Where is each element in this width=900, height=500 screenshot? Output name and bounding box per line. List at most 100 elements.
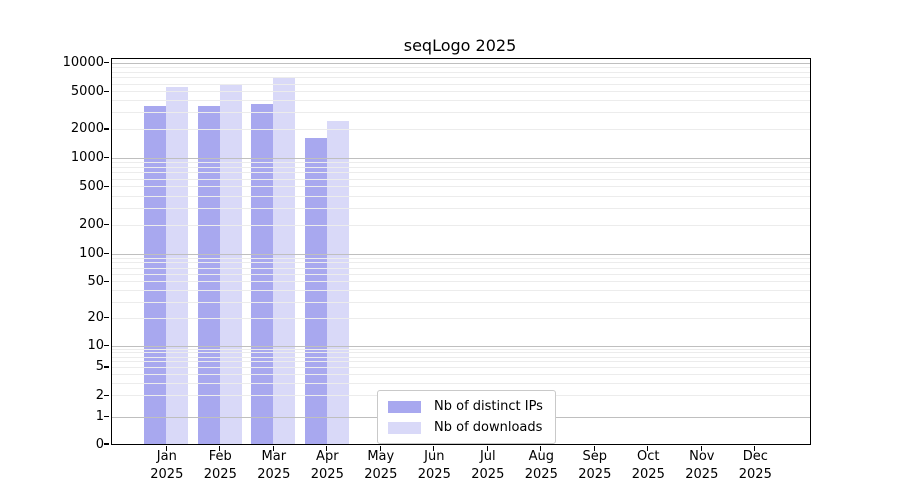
y-axis-tick-label: 10 (87, 338, 104, 353)
gridline-minor (111, 361, 810, 363)
x-axis-tick-label: Jul 2025 (460, 448, 516, 483)
gridline-minor (111, 172, 810, 174)
gridline-major (111, 62, 810, 64)
legend-label-distinct-ips: Nb of distinct IPs (434, 399, 543, 414)
gridline-minor (111, 161, 810, 163)
y-axis-tick-label: 5000 (70, 83, 104, 99)
y-axis-tick-label: 200 (79, 217, 104, 233)
gridline-minor (111, 352, 810, 354)
x-axis-month-label: Jul (479, 449, 496, 464)
bar-distinct-ips-feb (197, 106, 220, 444)
x-axis-tickmark (754, 445, 756, 451)
gridline-minor (111, 166, 810, 168)
grid-layer (111, 59, 810, 444)
x-axis-tickmark (219, 445, 221, 451)
x-axis-tickmark (540, 445, 542, 451)
y-axis-tick-label: 2 (95, 387, 104, 403)
gridline-minor (111, 100, 810, 102)
y-axis-tickmark (103, 90, 109, 92)
gridline-minor (111, 128, 810, 130)
y-axis-tick-label: 10000 (62, 55, 104, 70)
x-axis-tickmark (165, 445, 167, 451)
y-axis-tickmark (103, 344, 109, 347)
x-axis-year-label: 2025 (578, 466, 612, 482)
x-axis-year-label: 2025 (417, 466, 451, 482)
gridline-minor (111, 356, 810, 358)
chart-title: seqLogo 2025 (403, 36, 517, 55)
y-axis-tickmark (103, 394, 109, 396)
gridline-minor (111, 267, 810, 269)
gridline-minor (111, 77, 810, 79)
x-axis-tick-label: Jan 2025 (139, 448, 195, 483)
legend-swatch-downloads-icon (388, 421, 421, 434)
y-axis-tick-label: 5 (95, 359, 104, 375)
x-axis-tickmark (486, 445, 488, 451)
bar-distinct-ips-jan (144, 105, 167, 444)
y-axis-tick-label: 2000 (70, 121, 104, 137)
x-axis-year-label: 2025 (203, 466, 237, 482)
gridline-major (111, 157, 810, 159)
x-axis-tick-label: Apr 2025 (299, 448, 355, 483)
x-axis-tickmark (433, 445, 435, 451)
x-axis-year-label: 2025 (364, 466, 398, 482)
y-axis-tickmark (103, 443, 109, 445)
plot-area (103, 58, 811, 451)
x-axis-year-label: 2025 (685, 466, 719, 482)
gridline-minor (111, 301, 810, 303)
x-axis-year-label: 2025 (150, 466, 184, 482)
bar-downloads-apr (326, 121, 349, 444)
x-axis-month-label: Aug (528, 449, 554, 464)
gridline-minor (111, 273, 810, 275)
bar-downloads-mar (273, 77, 296, 444)
gridline-minor (111, 186, 810, 188)
bar-downloads-jan (166, 87, 189, 444)
x-axis-tickmark (272, 445, 274, 451)
y-axis-tickmark (103, 252, 109, 255)
gridline-minor (111, 382, 810, 384)
x-axis-month-label: Sep (582, 449, 608, 464)
x-axis-tickmark (647, 445, 649, 451)
x-axis-year-label: 2025 (471, 466, 505, 482)
y-axis-tick-label: 1 (95, 409, 104, 424)
gridline-minor (111, 207, 810, 209)
y-axis-tickmark (103, 366, 109, 368)
x-axis-tick-label: Oct 2025 (620, 448, 676, 483)
x-axis-tickmark (326, 445, 328, 451)
gridline-major (111, 253, 810, 255)
x-axis-year-label: 2025 (257, 466, 291, 482)
x-axis-tick-label: Aug 2025 (513, 448, 569, 483)
x-axis-month-label: Nov (689, 449, 715, 464)
y-axis-tickmark (103, 317, 109, 319)
gridline-minor (111, 195, 810, 197)
x-axis-year-label: 2025 (738, 466, 772, 482)
y-axis-tickmark (103, 61, 109, 64)
legend: Nb of distinct IPs Nb of downloads (377, 390, 556, 444)
legend-label-downloads: Nb of downloads (434, 420, 543, 435)
x-axis-month-label: Apr (316, 449, 339, 464)
gridline-minor (111, 290, 810, 292)
gridline-minor (111, 91, 810, 93)
y-axis-labels: 10000 5000 2000 1000 500 200 100 50 20 10 5 2 1 0 (4, 55, 104, 452)
x-axis-tick-label: Nov 2025 (674, 448, 730, 483)
y-axis-tick-label: 50 (87, 273, 104, 289)
x-axis-tick-label: Jun 2025 (406, 448, 462, 483)
gridline-minor (111, 257, 810, 259)
gridline-minor (111, 281, 810, 283)
y-axis-tick-label: 20 (87, 310, 104, 326)
x-axis-year-label: 2025 (631, 466, 665, 482)
gridline-minor (111, 112, 810, 114)
x-axis-tick-label: Mar 2025 (246, 448, 302, 483)
gridline-minor (111, 373, 810, 375)
x-axis-year-label: 2025 (310, 466, 344, 482)
bar-downloads-feb (219, 83, 242, 444)
legend-row-downloads: Nb of downloads (388, 417, 543, 438)
x-axis-tickmark (593, 445, 595, 451)
x-axis-labels: Jan 2025 Feb 2025 Mar 2025 Apr 2025 May 2025 Jun 20… (112, 448, 810, 490)
y-axis-tickmark (103, 185, 109, 188)
x-axis-month-label: May (367, 449, 395, 464)
x-axis-tickmark (379, 445, 381, 451)
x-axis-tick-label: Feb 2025 (192, 448, 248, 483)
gridline-minor (111, 317, 810, 319)
gridline-minor (111, 66, 810, 68)
